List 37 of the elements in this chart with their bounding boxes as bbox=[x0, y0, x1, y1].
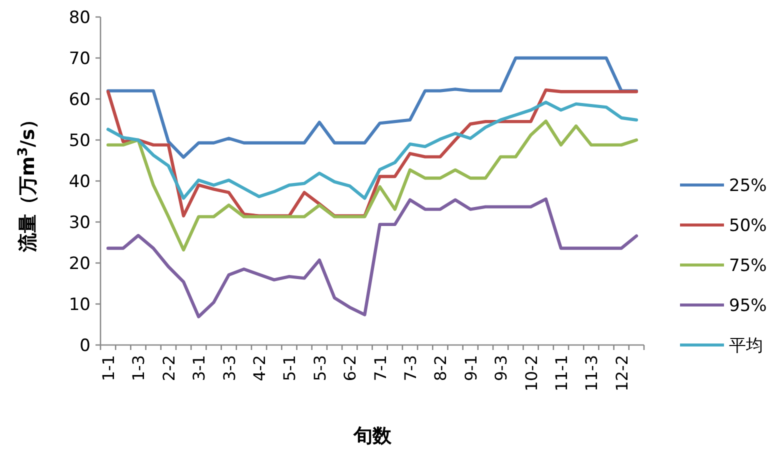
y-tick-label: 60 bbox=[68, 90, 90, 110]
x-tick-label: 3-3 bbox=[220, 355, 239, 382]
y-tick-label: 30 bbox=[68, 213, 90, 233]
x-tick-label: 9-1 bbox=[461, 355, 480, 382]
x-tick-label: 3-1 bbox=[190, 355, 209, 382]
x-tick-label: 7-1 bbox=[370, 355, 390, 382]
line-series bbox=[106, 120, 638, 252]
x-tick-label: 10-2 bbox=[522, 355, 541, 392]
legend-label: 50% bbox=[729, 216, 767, 236]
line-series bbox=[106, 100, 638, 200]
x-tick-label: 7-3 bbox=[400, 355, 420, 382]
y-tick-label: 10 bbox=[68, 295, 90, 315]
y-tick-label: 70 bbox=[68, 49, 90, 69]
x-tick-label: 11-1 bbox=[552, 355, 571, 392]
line-series bbox=[106, 56, 638, 159]
y-tick-label: 40 bbox=[68, 172, 90, 192]
legend-label: 平均 bbox=[729, 336, 763, 356]
y-tick-label: 80 bbox=[68, 8, 90, 28]
x-tick-label: 8-2 bbox=[431, 355, 450, 382]
x-tick-label: 5-3 bbox=[310, 355, 330, 382]
x-tick-label: 9-3 bbox=[492, 355, 511, 382]
y-tick-label: 50 bbox=[68, 131, 90, 151]
x-axis-title: 旬数 bbox=[352, 425, 392, 447]
x-tick-label: 12-2 bbox=[612, 355, 632, 392]
x-tick-label: 2-2 bbox=[159, 355, 178, 382]
line-series bbox=[106, 197, 638, 318]
x-tick-label: 1-3 bbox=[129, 355, 148, 382]
legend-label: 95% bbox=[729, 296, 767, 316]
x-tick-label: 1-1 bbox=[99, 355, 118, 382]
legend-label: 75% bbox=[729, 256, 767, 276]
x-tick-label: 11-3 bbox=[582, 355, 602, 392]
legend-label: 25% bbox=[729, 176, 767, 196]
y-tick-label: 20 bbox=[68, 254, 90, 274]
x-tick-label: 6-2 bbox=[340, 355, 360, 382]
x-tick-label: 4-2 bbox=[250, 355, 270, 382]
x-tick-label: 5-1 bbox=[280, 355, 300, 382]
y-tick-label: 0 bbox=[80, 336, 90, 356]
